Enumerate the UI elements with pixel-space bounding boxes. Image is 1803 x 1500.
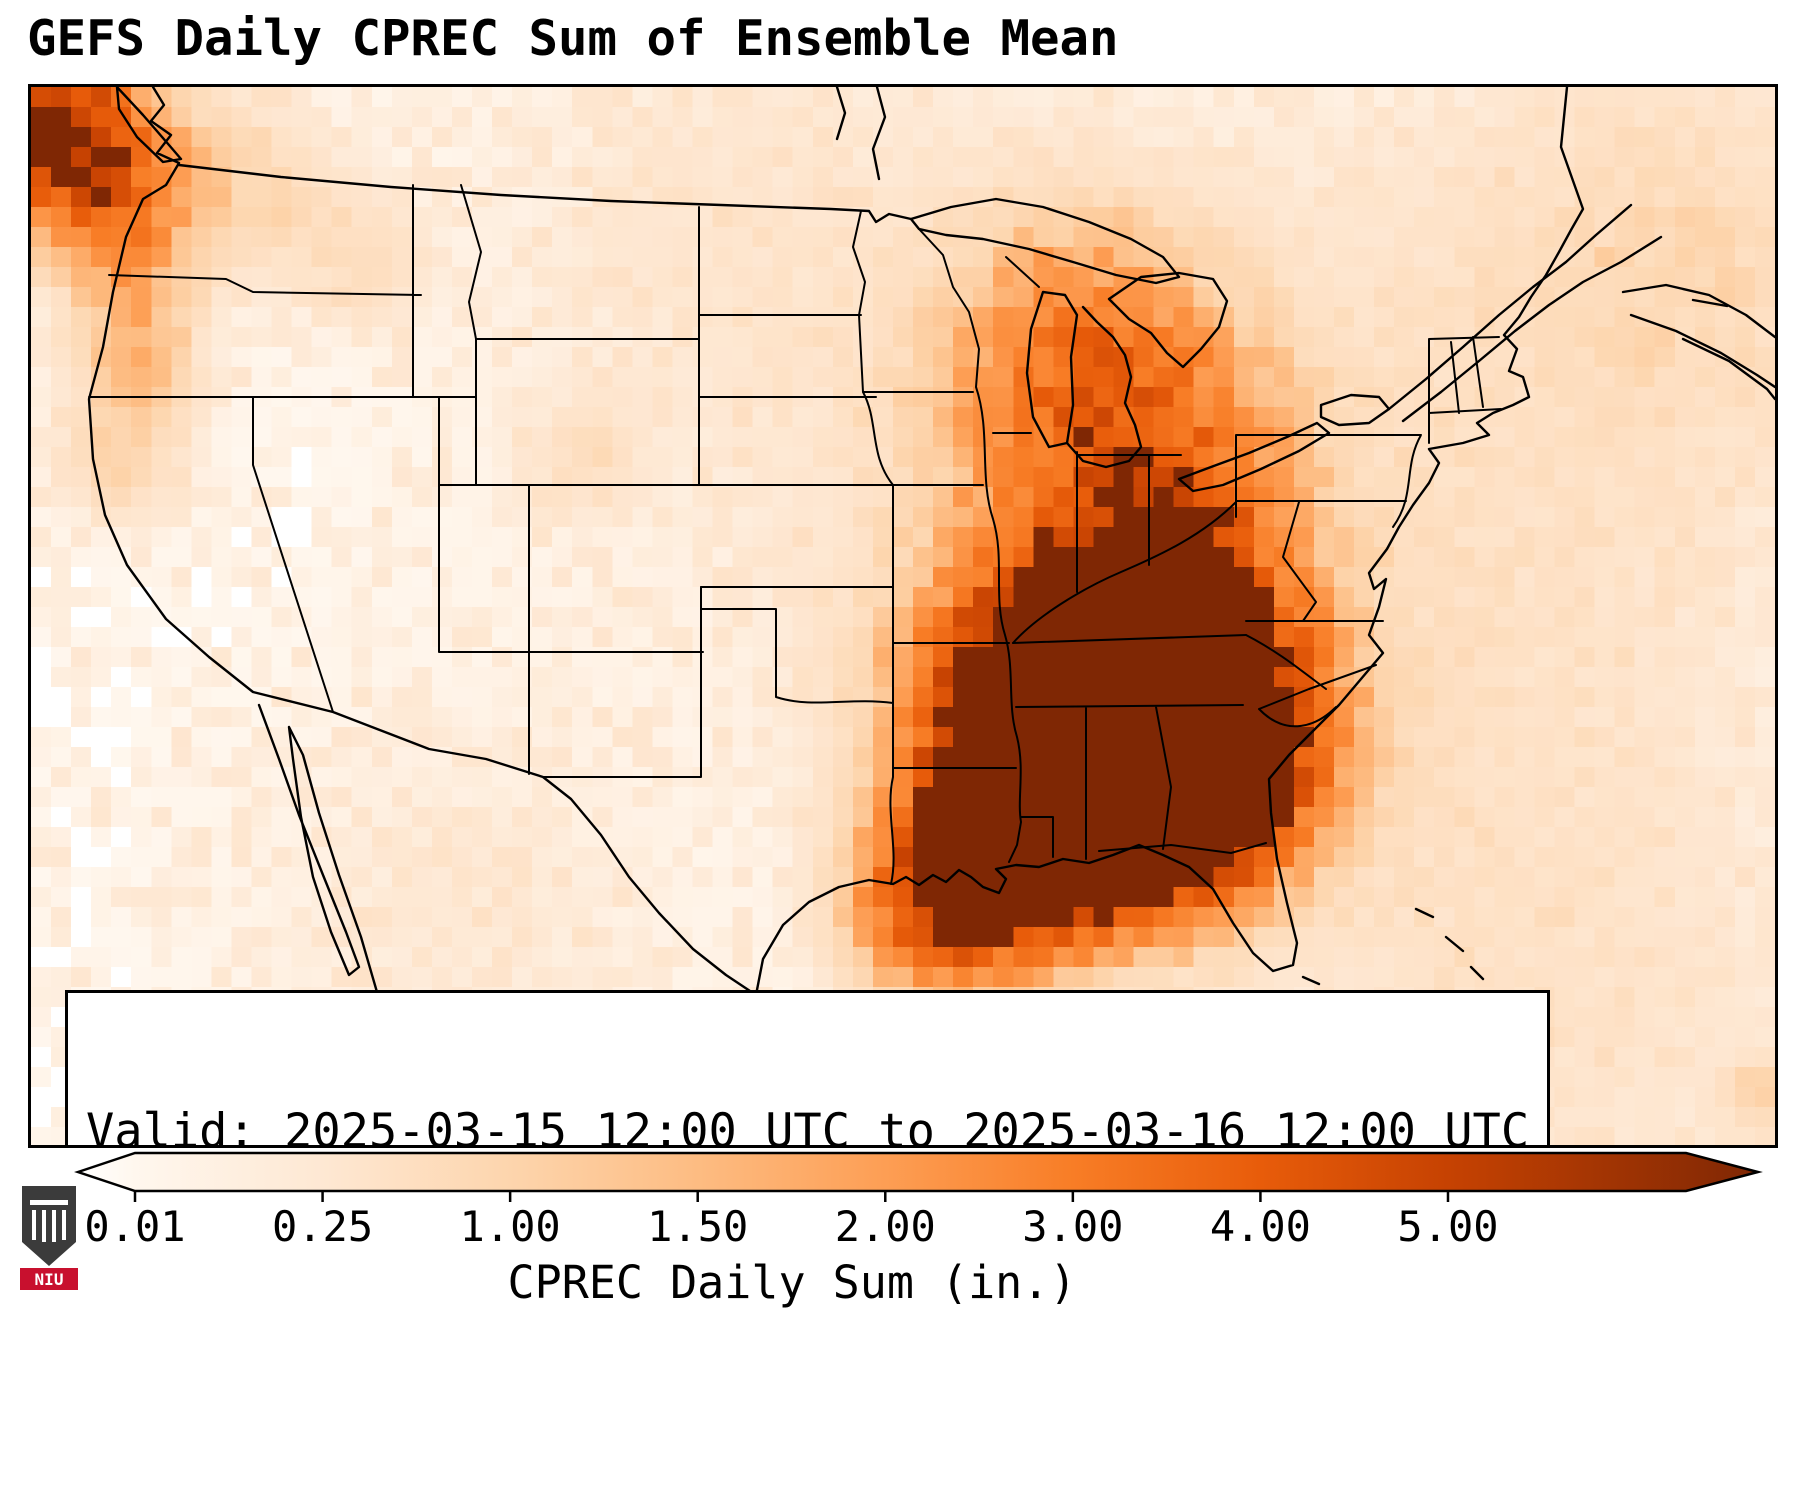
- lake-superior: [909, 197, 1181, 285]
- colorbar-tick-label: 4.00: [1209, 1202, 1311, 1251]
- michigan-mitt: [1065, 305, 1143, 469]
- state-borders-south: [892, 634, 1267, 860]
- prince-edward-island: [1691, 298, 1729, 308]
- colorbar-tick-label: 5.00: [1397, 1202, 1499, 1251]
- maritimes-coast: [1621, 283, 1775, 339]
- bay-of-fundy: [1629, 313, 1775, 389]
- state-borders-plains: [698, 391, 984, 885]
- colorbar-tick-label: 1.50: [647, 1202, 749, 1251]
- colorbar-tick-label: 0.01: [84, 1202, 186, 1251]
- valid-run-box: Valid: 2025-03-15 12:00 UTC to 2025-03-1…: [65, 990, 1551, 1148]
- nova-scotia: [1681, 337, 1775, 401]
- colorbar-bar: [74, 1151, 1763, 1193]
- logo-pediment: [30, 1200, 68, 1205]
- coastline-conus: [87, 87, 1585, 997]
- florida-keys: [1301, 975, 1321, 986]
- baja-gulf-of-california: [257, 703, 405, 1145]
- vancouver-island: [115, 87, 183, 164]
- logo-banner: [20, 1268, 78, 1290]
- lake-ontario: [1319, 393, 1391, 427]
- canada-border: [177, 163, 913, 224]
- canada-lakes: [835, 87, 887, 181]
- colorbar: [74, 1151, 1763, 1202]
- state-borders-overlay: [87, 87, 1775, 1145]
- state-borders-east: [1235, 336, 1502, 728]
- figure-title: GEFS Daily CPREC Sum of Ensemble Mean: [27, 10, 1119, 67]
- valid-line: Valid: 2025-03-15 12:00 UTC to 2025-03-1…: [86, 1104, 1530, 1148]
- colorbar-ticks: [133, 1191, 1450, 1202]
- colorbar-tick-label: 2.00: [834, 1202, 936, 1251]
- niu-logo: NIU: [20, 1186, 78, 1290]
- logo-columns: [32, 1210, 66, 1242]
- colorbar-label: CPREC Daily Sum (in.): [507, 1256, 1077, 1309]
- logo-text: NIU: [35, 1270, 64, 1289]
- state-borders-midwest: [918, 228, 1237, 863]
- bahamas-islands: [1414, 907, 1485, 981]
- precip-canvas: [31, 87, 1775, 1145]
- lake-huron: [1107, 271, 1229, 369]
- lake-michigan: [1025, 290, 1079, 449]
- colorbar-tick-label: 0.25: [271, 1202, 374, 1251]
- st-lawrence-north-bank: [1387, 203, 1633, 411]
- logo-shield: [22, 1186, 76, 1266]
- colorbar-tick-label: 1.00: [459, 1202, 561, 1251]
- map-panel: Valid: 2025-03-15 12:00 UTC to 2025-03-1…: [28, 84, 1778, 1148]
- st-lawrence-south-bank: [1401, 235, 1663, 423]
- lake-erie: [1177, 421, 1331, 493]
- state-borders-west: [88, 184, 877, 778]
- colorbar-tick-label: 3.00: [1022, 1202, 1124, 1251]
